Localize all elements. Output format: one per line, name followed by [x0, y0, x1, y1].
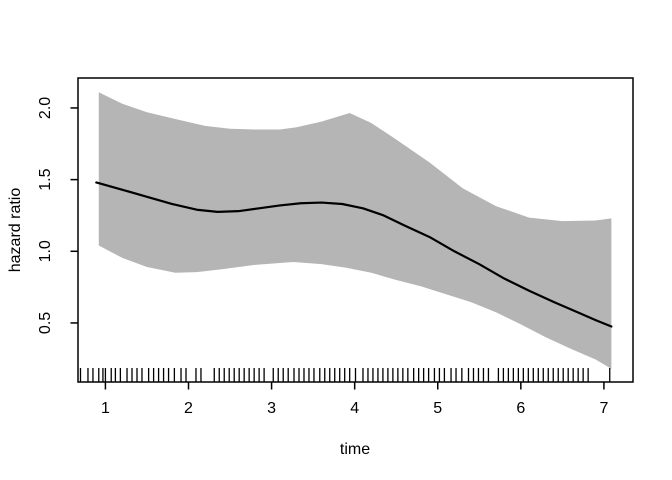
x-tick-label: 1 [101, 400, 110, 417]
y-tick-label: 2.0 [37, 97, 54, 119]
x-tick-labels: 1 2 3 4 5 6 7 [101, 400, 609, 417]
x-tick-label: 6 [516, 400, 525, 417]
y-tick-labels: 0.5 1.0 1.5 2.0 [37, 97, 54, 334]
y-tick-label: 0.5 [37, 312, 54, 334]
x-tick-label: 4 [350, 400, 359, 417]
x-axis: 1 2 3 4 5 6 7 [101, 382, 609, 417]
x-tick-label: 5 [433, 400, 442, 417]
confidence-band-polygon [98, 92, 612, 369]
x-tick-label: 2 [184, 400, 193, 417]
hazard-curve-line [95, 181, 613, 328]
y-axis-title: hazard ratio [7, 188, 24, 273]
x-ticks [104, 382, 605, 390]
y-axis: 0.5 1.0 1.5 2.0 [37, 97, 78, 334]
rug-marks [79, 368, 611, 382]
y-tick-label: 1.5 [37, 168, 54, 190]
x-axis-title: time [340, 441, 370, 458]
hazard-curve [95, 181, 613, 328]
y-tick-label: 1.0 [37, 240, 54, 262]
y-ticks [70, 107, 78, 324]
plot-box [77, 77, 634, 383]
x-tick-label: 7 [599, 400, 608, 417]
confidence-band [98, 92, 612, 369]
x-tick-label: 3 [267, 400, 276, 417]
